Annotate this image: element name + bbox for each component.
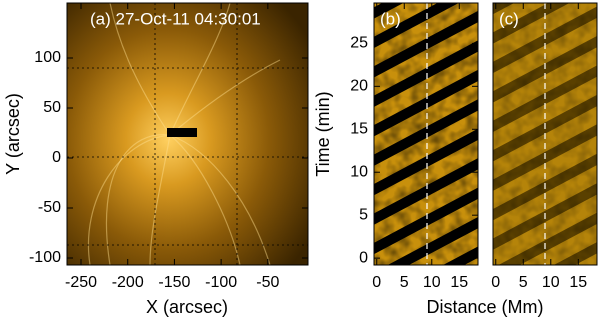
y-tick-label: -50 <box>38 199 61 216</box>
x-tick-label: -200 <box>112 274 144 291</box>
x-tick-label: -100 <box>205 274 237 291</box>
time-distance-map <box>374 3 478 265</box>
y-tick-label: 0 <box>359 249 368 266</box>
y-axis-label: Time (min) <box>313 91 333 176</box>
y-tick-label: 50 <box>43 99 61 116</box>
panel-title: (a) 27-Oct-11 04:30:01 <box>90 9 261 28</box>
y-tick-label: 0 <box>52 149 61 166</box>
frame <box>373 2 479 266</box>
x-tick-label: 5 <box>400 274 409 291</box>
y-tick-label: 10 <box>350 163 368 180</box>
time-distance-map <box>493 3 597 265</box>
x-axis-label: X (arcsec) <box>146 297 228 317</box>
x-tick-label: 15 <box>450 274 468 291</box>
x-tick-label: 10 <box>423 274 441 291</box>
x-tick-label: 5 <box>519 274 528 291</box>
y-tick-label: 15 <box>350 120 368 137</box>
x-tick-label: -250 <box>65 274 97 291</box>
solar-image <box>67 3 308 265</box>
frame <box>66 2 309 266</box>
y-axis-label: Y (arcsec) <box>3 93 23 175</box>
y-tick-label: 25 <box>350 35 368 52</box>
x-tick-label: -50 <box>256 274 279 291</box>
y-tick-label: -100 <box>29 249 61 266</box>
x-tick-label: 0 <box>491 274 500 291</box>
y-tick-label: 100 <box>34 49 61 66</box>
y-tick-label: 20 <box>350 78 368 95</box>
panel-title: (b) <box>380 9 401 28</box>
panel-title: (c) <box>499 9 519 28</box>
x-tick-label: 0 <box>372 274 381 291</box>
y-tick-label: 5 <box>359 206 368 223</box>
x-tick-label: -150 <box>158 274 190 291</box>
x-axis-label: Distance (Mm) <box>426 297 543 317</box>
x-tick-label: 10 <box>542 274 560 291</box>
x-tick-label: 15 <box>569 274 587 291</box>
frame <box>492 2 598 266</box>
